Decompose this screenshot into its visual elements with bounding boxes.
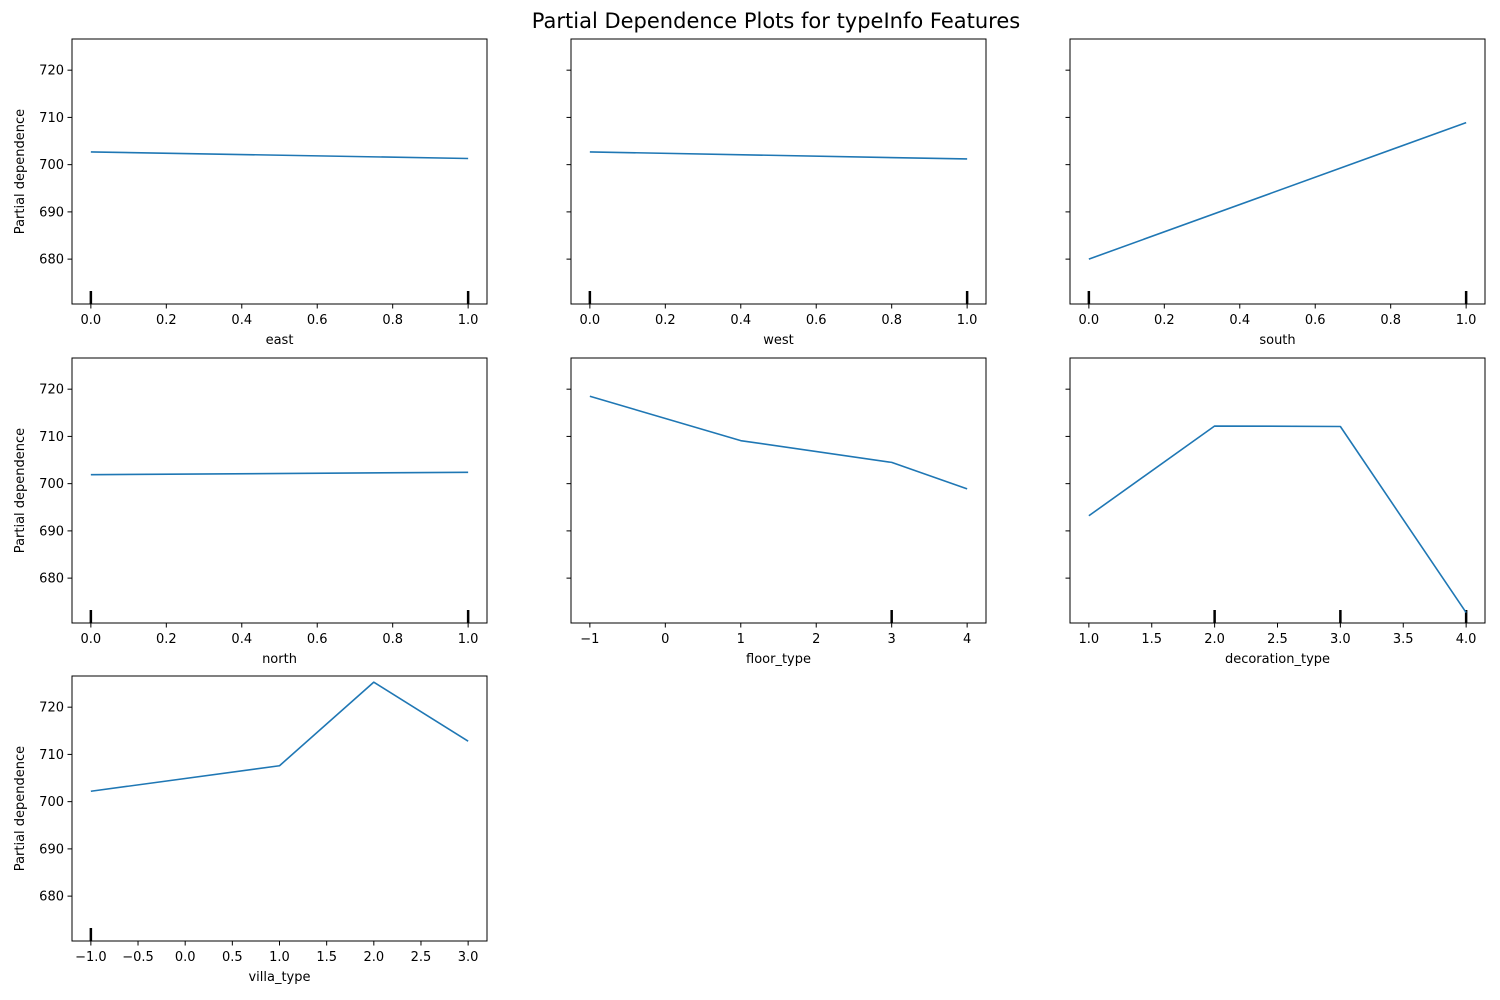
pd-line (589, 151, 968, 160)
pd-line (1088, 121, 1467, 260)
axes-frame (570, 38, 987, 305)
y-tick-label: 710 (39, 430, 64, 445)
y-tick-label: 710 (39, 111, 64, 126)
x-tick-label: 4.0 (1456, 632, 1477, 647)
y-tick-label: 710 (39, 748, 64, 763)
x-tick-label: 1.5 (1141, 632, 1162, 647)
x-tick-label: 0.0 (81, 313, 102, 328)
x-tick-label: 0.2 (655, 313, 676, 328)
pd-line (90, 681, 469, 793)
x-axis-label: north (262, 652, 297, 667)
pd-line (90, 471, 469, 476)
subplot-east: 680 690 700 710 720 0.0 0.2 0.4 0.6 0.8 1.0 east Par… (13, 38, 488, 348)
subplot-floor_type: −1 0 1 2 3 4 floor_type (566, 357, 987, 667)
x-tick-label: 1 (737, 632, 745, 647)
x-tick-label: 0.2 (156, 313, 177, 328)
x-tick-label: 0.6 (1305, 313, 1326, 328)
y-tick-label: 700 (39, 158, 64, 173)
y-tick-label: 720 (39, 64, 64, 79)
subplot-south: 0.0 0.2 0.4 0.6 0.8 1.0 south (1065, 38, 1486, 348)
x-axis-label: west (763, 333, 794, 348)
x-tick-label: 0.8 (1380, 313, 1401, 328)
subplot-west: 0.0 0.2 0.4 0.6 0.8 1.0 west (566, 38, 987, 348)
figure-title: Partial Dependence Plots for typeInfo Fe… (531, 9, 1021, 33)
y-tick-label: 680 (39, 253, 64, 268)
x-tick-label: 1.0 (957, 313, 978, 328)
y-axis-label: Partial dependence (13, 109, 28, 234)
y-axis-label: Partial dependence (13, 428, 28, 553)
axes-frame (71, 675, 488, 942)
x-tick-label: 1.5 (316, 950, 337, 965)
x-tick-label: 0.4 (730, 313, 751, 328)
y-tick-label: 700 (39, 477, 64, 492)
y-tick-label: 690 (39, 205, 64, 220)
x-tick-label: 2.0 (363, 950, 384, 965)
x-axis-label: south (1259, 333, 1295, 348)
y-tick-label: 720 (39, 701, 64, 716)
axes-frame (71, 357, 488, 624)
y-tick-label: 680 (39, 890, 64, 905)
x-tick-label: 0.4 (231, 632, 252, 647)
x-tick-label: 0.4 (1229, 313, 1250, 328)
x-tick-label: 2.5 (1267, 632, 1288, 647)
x-tick-label: 0.0 (580, 313, 601, 328)
x-tick-label: 0.8 (382, 632, 403, 647)
x-tick-label: 2.0 (1204, 632, 1225, 647)
x-tick-label: 0.0 (1079, 313, 1100, 328)
x-tick-label: 3.0 (1330, 632, 1351, 647)
x-tick-label: 0.0 (175, 950, 196, 965)
y-tick-label: 690 (39, 842, 64, 857)
x-tick-label: 1.0 (1456, 313, 1477, 328)
x-tick-label: 1.0 (458, 632, 479, 647)
axes-frame (1069, 357, 1486, 624)
x-axis-label: floor_type (746, 652, 811, 667)
x-tick-label: 0.8 (881, 313, 902, 328)
y-tick-label: 700 (39, 795, 64, 810)
subplot-north: 680 690 700 710 720 0.0 0.2 0.4 0.6 0.8 1.0 north Pa… (13, 357, 488, 667)
axes-frame (1069, 38, 1486, 305)
x-tick-label: 0.8 (382, 313, 403, 328)
x-tick-label: 0.6 (307, 313, 328, 328)
y-tick-label: 720 (39, 383, 64, 398)
x-tick-label: 0.0 (81, 632, 102, 647)
x-tick-label: 3.0 (458, 950, 479, 965)
x-tick-label: −1 (580, 632, 599, 647)
x-tick-label: 0.4 (231, 313, 252, 328)
x-tick-label: 0 (661, 632, 669, 647)
x-tick-label: 0.2 (156, 632, 177, 647)
x-tick-label: −1.0 (75, 950, 107, 965)
x-tick-label: −0.5 (122, 950, 154, 965)
x-tick-label: 1.0 (269, 950, 290, 965)
y-axis-label: Partial dependence (13, 746, 28, 871)
x-tick-label: 0.5 (222, 950, 243, 965)
x-tick-label: 2.5 (411, 950, 432, 965)
x-axis-label: east (266, 333, 294, 348)
x-tick-label: 4 (963, 632, 971, 647)
axes-frame (71, 38, 488, 305)
x-tick-label: 2 (812, 632, 820, 647)
subplot-decoration_type: 1.0 1.5 2.0 2.5 3.0 3.5 4.0 decoration_type (1065, 357, 1486, 667)
x-tick-label: 0.2 (1154, 313, 1175, 328)
subplot-villa_type: 680 690 700 710 720 −1.0 −0.5 0.0 0.5 1.0 1.5 2.0 2.… (13, 675, 488, 985)
pd-line (589, 395, 968, 490)
x-axis-label: villa_type (248, 970, 310, 985)
x-tick-label: 3 (888, 632, 896, 647)
y-tick-label: 680 (39, 572, 64, 587)
x-tick-label: 1.0 (1079, 632, 1100, 647)
y-tick-label: 690 (39, 524, 64, 539)
x-tick-label: 1.0 (458, 313, 479, 328)
pd-line (90, 151, 469, 160)
axes-frame (570, 357, 987, 624)
x-tick-label: 0.6 (307, 632, 328, 647)
x-axis-label: decoration_type (1225, 652, 1330, 667)
x-tick-label: 0.6 (806, 313, 827, 328)
pd-line (1088, 425, 1467, 614)
x-tick-label: 3.5 (1393, 632, 1414, 647)
